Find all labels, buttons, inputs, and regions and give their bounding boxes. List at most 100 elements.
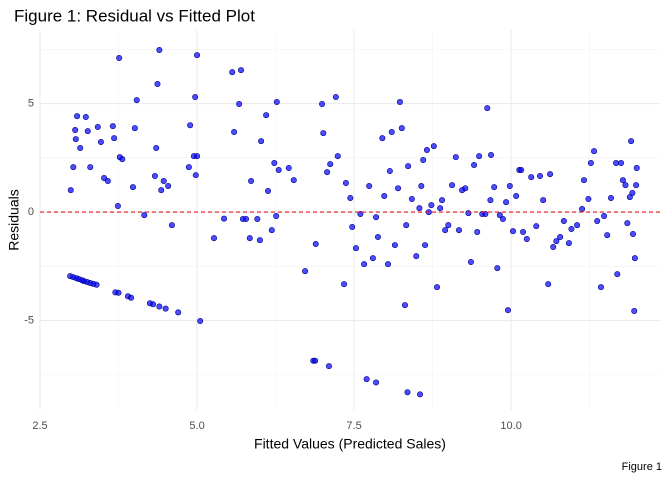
point	[395, 185, 402, 192]
x-tick-label: 7.5	[346, 420, 361, 432]
point	[114, 203, 121, 210]
point	[510, 228, 517, 235]
point	[385, 261, 392, 268]
point	[374, 234, 381, 241]
point	[160, 178, 167, 185]
point	[553, 238, 560, 245]
point	[405, 163, 412, 170]
point	[72, 136, 79, 143]
point	[430, 143, 437, 150]
point	[357, 211, 364, 218]
point	[601, 212, 608, 219]
point	[613, 160, 620, 167]
point	[192, 172, 199, 179]
point	[503, 199, 510, 206]
point	[528, 174, 535, 181]
point	[109, 123, 116, 130]
point	[416, 205, 423, 212]
point	[347, 194, 354, 201]
point	[94, 124, 101, 131]
x-axis-label: Fitted Values (Predicted Sales)	[254, 436, 446, 452]
point	[585, 196, 592, 203]
point	[401, 302, 408, 309]
point	[423, 147, 430, 154]
point	[361, 261, 368, 268]
point	[608, 194, 615, 201]
point	[465, 210, 472, 217]
point	[381, 193, 388, 200]
point	[398, 125, 405, 132]
point	[434, 284, 441, 291]
point	[491, 184, 498, 191]
y-tick-label: 0	[28, 206, 34, 218]
point	[194, 153, 201, 160]
point	[256, 237, 263, 244]
point	[70, 164, 77, 171]
point	[547, 171, 554, 178]
point	[484, 105, 491, 112]
point	[379, 135, 386, 142]
point	[391, 242, 398, 249]
point	[476, 153, 483, 160]
point	[265, 188, 272, 195]
point	[629, 230, 636, 237]
point	[417, 391, 424, 398]
point	[352, 245, 359, 252]
point	[631, 255, 638, 262]
point	[151, 173, 158, 180]
point	[579, 206, 586, 213]
point	[248, 178, 255, 185]
point	[568, 226, 575, 233]
point	[243, 216, 250, 223]
point	[185, 164, 192, 171]
point	[325, 363, 332, 370]
point	[131, 125, 138, 132]
point	[254, 216, 261, 223]
point	[622, 182, 629, 189]
point	[580, 177, 587, 184]
point	[413, 253, 420, 260]
point	[162, 305, 169, 312]
point	[327, 161, 334, 168]
point	[560, 217, 567, 224]
point	[471, 161, 478, 168]
point	[273, 212, 280, 219]
point	[275, 166, 282, 173]
point	[334, 153, 341, 160]
point	[324, 169, 331, 176]
point	[533, 223, 540, 230]
point	[557, 234, 564, 241]
point	[373, 214, 380, 221]
point	[366, 183, 373, 190]
point	[332, 94, 339, 101]
point	[150, 301, 157, 308]
point	[422, 242, 429, 249]
point	[520, 229, 527, 236]
point	[462, 185, 469, 192]
point	[629, 189, 636, 196]
caption: Figure 1	[622, 461, 662, 473]
point	[504, 307, 511, 314]
y-axis-label: Residuals	[6, 189, 22, 250]
point	[537, 173, 544, 180]
point	[455, 227, 462, 234]
point	[87, 164, 94, 171]
point	[129, 184, 136, 191]
point	[467, 258, 474, 265]
point	[312, 357, 319, 364]
point	[93, 281, 100, 288]
point	[221, 215, 228, 222]
point	[550, 244, 557, 251]
chart-title: Figure 1: Residual vs Fitted Plot	[14, 6, 255, 25]
point	[587, 160, 594, 167]
point	[104, 178, 111, 185]
point	[594, 217, 601, 224]
point	[165, 183, 172, 190]
point	[488, 152, 495, 159]
point	[373, 379, 380, 386]
point	[154, 81, 161, 88]
point	[428, 202, 435, 209]
point	[133, 97, 140, 104]
